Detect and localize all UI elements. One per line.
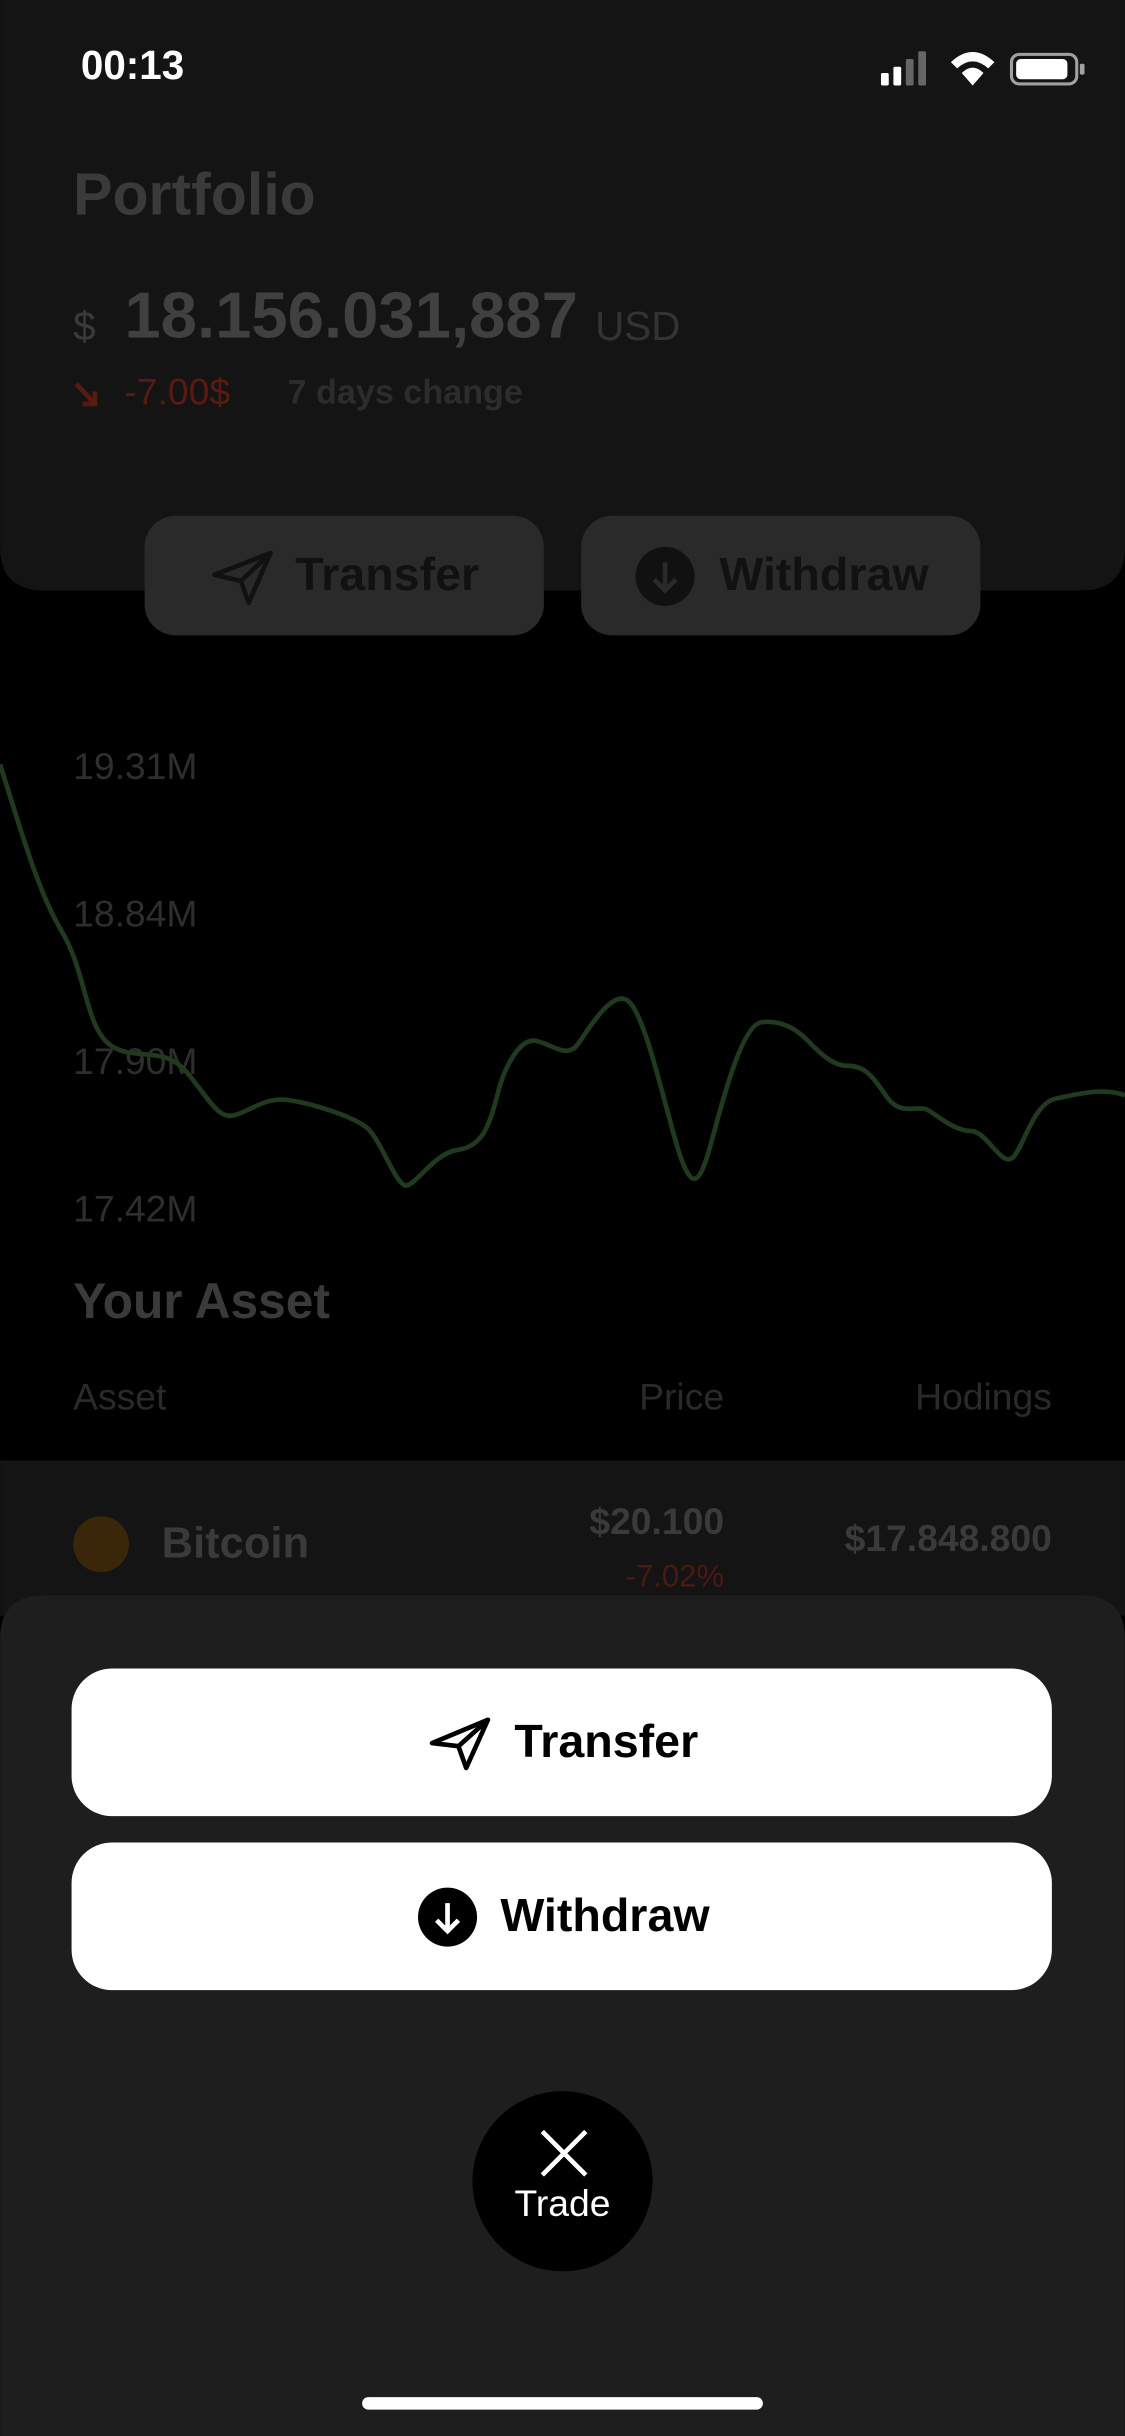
down-arrow [74,382,98,407]
balance: 18.156.031,887 [124,278,578,351]
bitcoin-icon [73,1516,130,1573]
status-icons [880,51,1085,86]
portfolio-title: Portfolio [73,161,316,227]
status-time: 00:13 [81,42,184,88]
send-icon [429,1717,491,1771]
sheet-transfer-button[interactable] [71,1668,1052,1817]
portfolio-card [0,0,1125,591]
currency-symbol: $ [73,303,95,349]
change: -7.00$ [124,370,230,412]
withdraw-arrow [652,562,678,594]
send-icon [212,550,273,606]
y-label: 19.31M [73,745,197,787]
sheet-withdraw-button[interactable] [71,1842,1052,1991]
transfer-label: Transfer [295,548,479,600]
sheet-transfer-label: Transfer [514,1715,698,1767]
y-label: 17.42M [73,1188,197,1230]
close-label: Trade [515,2182,611,2224]
y-label: 17.90M [73,1040,197,1082]
column-header: Asset [73,1376,167,1418]
home-indicator [362,2397,763,2410]
transfer-button[interactable] [144,515,544,636]
withdraw-button[interactable] [581,515,981,636]
change-label: 7 days change [288,374,523,412]
withdraw-label: Withdraw [719,548,929,600]
currency: USD [595,303,680,349]
y-label: 18.84M [73,892,197,934]
withdraw-arrow [435,1903,461,1935]
assets-title: Your Asset [73,1273,330,1329]
asset-change: -7.02% [626,1559,724,1594]
close-icon [540,2129,588,2177]
column-header: Price [639,1376,724,1418]
column-header: Hodings [915,1376,1052,1418]
asset-name: Bitcoin [162,1519,309,1567]
asset-holdings: $17.848.800 [845,1517,1052,1559]
asset-price: $20.100 [589,1500,724,1542]
asset-row[interactable] [0,1460,1125,1616]
chart-line [0,763,1125,1188]
sheet-withdraw-label: Withdraw [500,1889,710,1941]
close-button[interactable] [472,2091,653,2272]
